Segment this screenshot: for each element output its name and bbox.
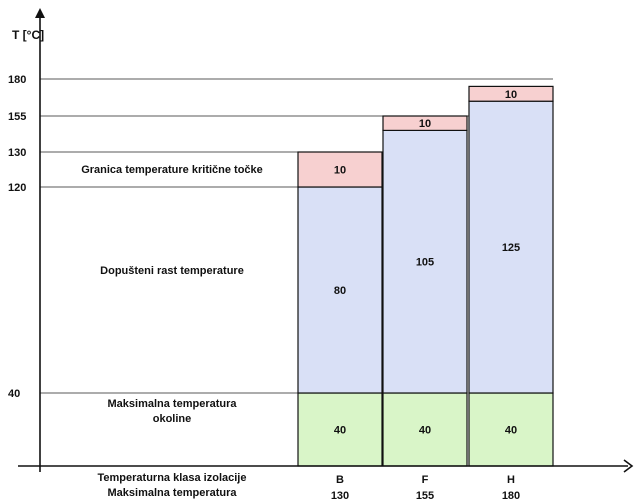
segment-label-H-2: 10 [505,89,517,101]
x-axis-arrow [623,459,634,473]
category-sublabel-B: 130 [331,490,349,502]
segment-label-B-0: 40 [334,425,346,437]
segment-label-F-1: 105 [416,257,434,269]
chart-texts: T [°C] Granica temperature kritične točk… [8,28,520,502]
category-label-B: B [336,474,344,486]
segment-label-B-2: 10 [334,165,346,177]
y-tick-label-130: 130 [8,147,26,159]
axes [18,8,634,473]
category-sublabel-F: 155 [416,490,434,502]
segment-label-H-0: 40 [505,425,517,437]
category-label-F: F [422,474,429,486]
category-label-H: H [507,474,515,486]
bar-segment-H-2 [468,85,554,102]
y-tick-label-120: 120 [8,182,26,194]
segment-label-F-2: 10 [419,118,431,130]
bar-segment-B-1 [297,186,383,394]
y-axis-arrow [35,8,45,18]
y-tick-label-180: 180 [8,74,26,86]
annotation-allowed-rise: Dopušteni rast temperature [100,265,244,277]
stacked-bars [297,85,554,467]
annotation-ambient-line1: Maksimalna temperatura [108,398,238,410]
annotation-ambient-line2: okoline [153,413,192,425]
annotation-critical-limit: Granica temperature kritične točke [81,164,263,176]
bar-segment-B-2 [297,151,383,188]
category-sublabel-H: 180 [502,490,520,502]
segment-label-F-0: 40 [419,425,431,437]
y-axis-label: T [°C] [12,28,44,42]
y-tick-label-155: 155 [8,111,26,123]
segment-label-B-1: 80 [334,285,346,297]
bar-segment-F-2 [382,115,468,131]
bar-segment-B-0 [297,392,383,467]
segment-label-H-1: 125 [502,242,520,254]
x-row-label-class: Temperaturna klasa izolacije [98,472,247,484]
y-tick-label-40: 40 [8,388,20,400]
x-row-label-max-temp: Maksimalna temperatura [108,487,238,499]
